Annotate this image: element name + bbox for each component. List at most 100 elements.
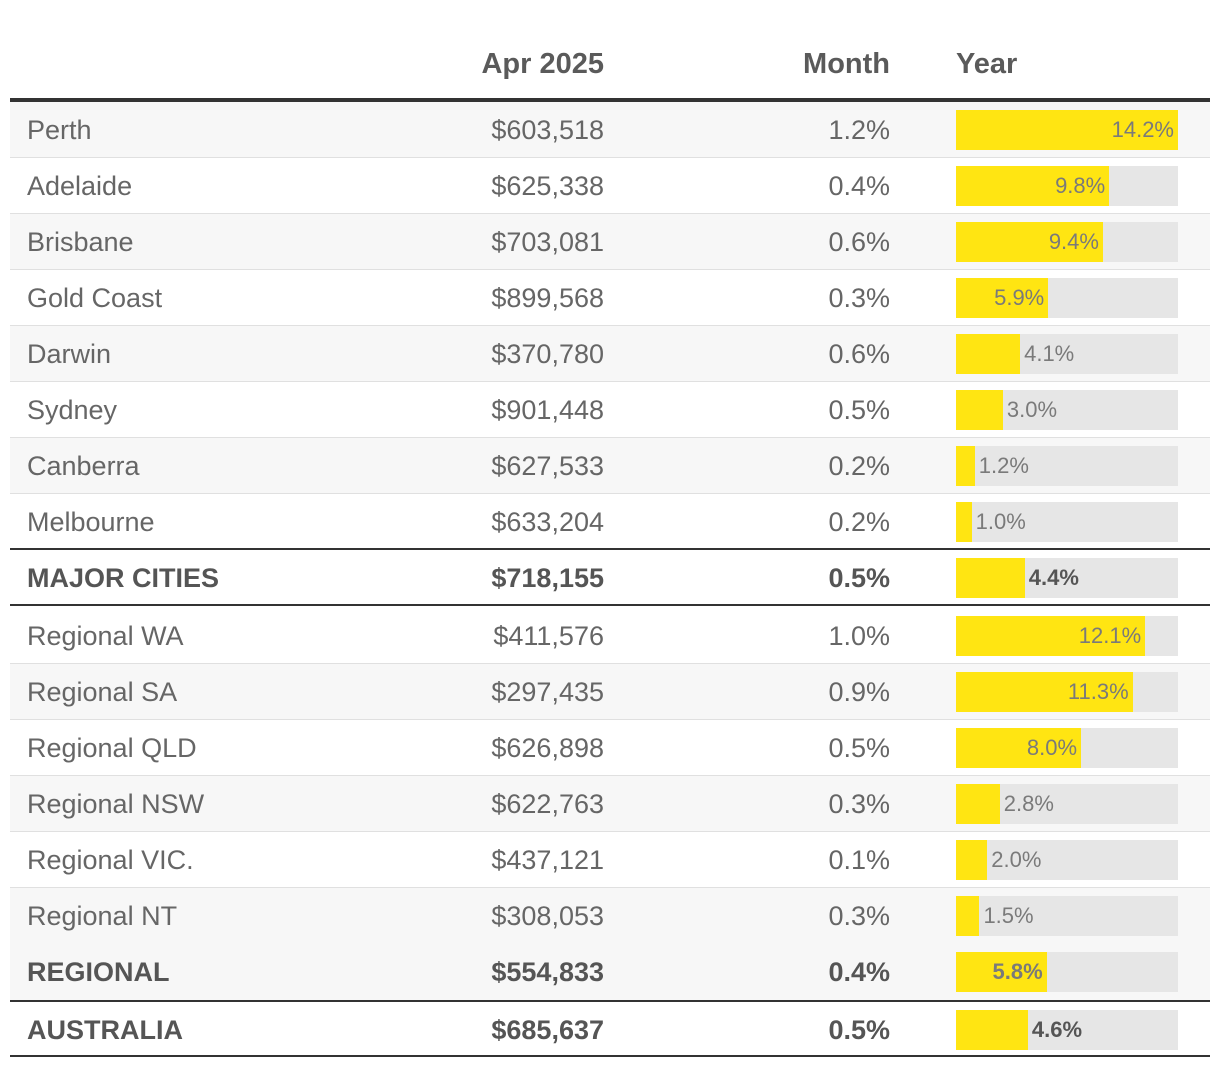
- year-bar-track: 8.0%: [956, 728, 1178, 768]
- region-name: Sydney: [27, 395, 118, 425]
- year-bar-track: 2.8%: [956, 784, 1178, 824]
- year-bar: [956, 840, 988, 880]
- median-price: $625,338: [491, 171, 604, 201]
- table-row: Regional SA $297,435 0.9% 11.3%: [10, 664, 1210, 720]
- year-bar-track: 4.4%: [956, 558, 1178, 598]
- monthly-change: 1.2%: [828, 115, 890, 145]
- median-price: $627,533: [491, 451, 604, 481]
- table-row: Adelaide $625,338 0.4% 9.8%: [10, 158, 1210, 214]
- monthly-change: 0.3%: [828, 789, 890, 819]
- year-bar: [956, 278, 1049, 318]
- year-bar: [956, 616, 1146, 656]
- year-bar: [956, 334, 1021, 374]
- year-change-label: 5.8%: [992, 959, 1043, 984]
- region-name: Darwin: [27, 339, 112, 369]
- median-price: $633,204: [491, 507, 604, 537]
- region-name: Canberra: [27, 451, 140, 481]
- region-name: Regional VIC.: [27, 845, 194, 875]
- median-price: $626,898: [491, 733, 604, 763]
- year-bar: [956, 390, 1003, 430]
- median-price: $603,518: [491, 115, 604, 145]
- year-bar-track: 4.6%: [956, 1010, 1178, 1050]
- table-rule: [10, 98, 1210, 102]
- year-bar: [956, 672, 1133, 712]
- monthly-change: 0.3%: [828, 901, 890, 931]
- region-name: MAJOR CITIES: [27, 563, 220, 593]
- table-row: Sydney $901,448 0.5% 3.0%: [10, 382, 1210, 438]
- table-header: Apr 2025 Month Year: [10, 0, 1210, 100]
- region-name: Adelaide: [27, 171, 133, 201]
- year-change-label: 4.4%: [1028, 565, 1079, 590]
- region-name: Regional NT: [27, 901, 178, 931]
- total-row: MAJOR CITIES $718,155 0.5% 4.4%: [10, 550, 1210, 606]
- year-change-label: 14.2%: [1111, 117, 1174, 142]
- year-change-label: 1.5%: [983, 903, 1034, 928]
- year-change-label: 4.1%: [1024, 341, 1075, 366]
- region-name: Regional SA: [27, 677, 178, 707]
- year-change-label: 9.8%: [1055, 173, 1106, 198]
- table-row: Darwin $370,780 0.6% 4.1%: [10, 326, 1210, 382]
- median-price: $411,576: [493, 621, 604, 651]
- year-bar-track: 9.8%: [956, 166, 1178, 206]
- year-bar: [956, 558, 1025, 598]
- monthly-change: 0.5%: [828, 733, 890, 763]
- monthly-change: 0.3%: [828, 283, 890, 313]
- year-bar-track: 1.5%: [956, 896, 1178, 936]
- year-bar: [956, 110, 1178, 150]
- table-row: Brisbane $703,081 0.6% 9.4%: [10, 214, 1210, 270]
- year-bar-track: 3.0%: [956, 390, 1178, 430]
- region-name: AUSTRALIA: [27, 1015, 183, 1045]
- total-row: AUSTRALIA $685,637 0.5% 4.6%: [10, 1002, 1210, 1058]
- region-name: Perth: [27, 115, 92, 145]
- year-bar-track: 11.3%: [956, 672, 1178, 712]
- monthly-change: 0.5%: [828, 1015, 890, 1045]
- table-row: Gold Coast $899,568 0.3% 5.9%: [10, 270, 1210, 326]
- median-price: $308,053: [491, 901, 604, 931]
- year-bar: [956, 952, 1047, 992]
- region-name: Regional QLD: [27, 733, 197, 763]
- header-month: Month: [803, 48, 890, 80]
- monthly-change: 0.9%: [828, 677, 890, 707]
- median-price: $901,448: [491, 395, 604, 425]
- year-change-label: 2.0%: [991, 847, 1042, 872]
- median-price: $370,780: [491, 339, 604, 369]
- median-price: $685,637: [491, 1015, 604, 1045]
- table-rule: [10, 1055, 1210, 1057]
- year-change-label: 2.8%: [1003, 791, 1054, 816]
- median-price: $297,435: [491, 677, 604, 707]
- year-bar-track: 12.1%: [956, 616, 1178, 656]
- table-rule: [10, 604, 1210, 606]
- region-name: Melbourne: [27, 507, 155, 537]
- region-name: Regional NSW: [27, 789, 205, 819]
- year-bar: [956, 222, 1103, 262]
- table-rule: [10, 548, 1210, 550]
- monthly-change: 0.1%: [828, 845, 890, 875]
- year-bar-track: 4.1%: [956, 334, 1178, 374]
- year-bar-track: 9.4%: [956, 222, 1178, 262]
- median-price: $437,121: [491, 845, 604, 875]
- year-change-label: 12.1%: [1078, 623, 1142, 648]
- total-row: REGIONAL $554,833 0.4% 5.8%: [10, 944, 1210, 1000]
- year-bar-track: 5.8%: [956, 952, 1178, 992]
- year-bar-track: 14.2%: [956, 110, 1178, 150]
- table-row: Regional NT $308,053 0.3% 1.5%: [10, 888, 1210, 944]
- year-bar-track: 2.0%: [956, 840, 1178, 880]
- median-price: $554,833: [491, 957, 604, 987]
- year-bar: [956, 502, 972, 542]
- region-name: Regional WA: [27, 621, 184, 651]
- year-bar: [956, 728, 1082, 768]
- year-bar-track: 5.9%: [956, 278, 1178, 318]
- year-bar-track: 1.0%: [956, 502, 1178, 542]
- year-bar: [956, 896, 980, 936]
- monthly-change: 0.2%: [828, 451, 890, 481]
- monthly-change: 1.0%: [828, 621, 890, 651]
- year-change-label: 1.2%: [978, 453, 1029, 478]
- year-bar: [956, 1010, 1028, 1050]
- header-apr-2025: Apr 2025: [481, 48, 604, 80]
- year-change-label: 3.0%: [1006, 397, 1058, 422]
- median-price: $703,081: [491, 227, 604, 257]
- region-name: Brisbane: [27, 227, 134, 257]
- region-name: REGIONAL: [27, 957, 170, 987]
- table-row: Regional NSW $622,763 0.3% 2.8%: [10, 776, 1210, 832]
- table-rule: [10, 998, 1210, 1002]
